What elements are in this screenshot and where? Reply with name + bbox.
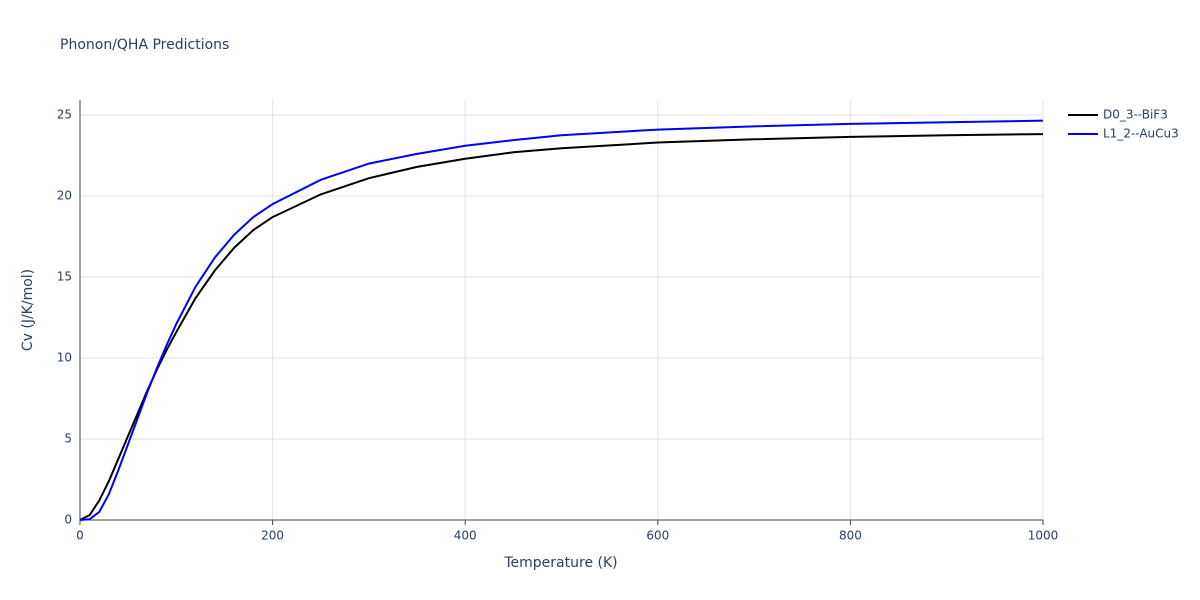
line-series bbox=[79, 133, 1044, 521]
chart-title: Phonon/QHA Predictions bbox=[60, 37, 229, 53]
legend-label: L1_2--AuCu3 bbox=[1103, 127, 1179, 141]
y-axis-label: Cv (J/K/mol) bbox=[20, 269, 36, 351]
line-series bbox=[79, 119, 1044, 521]
y-tick-label: 20 bbox=[57, 189, 72, 203]
y-tick-label: 5 bbox=[64, 432, 72, 446]
x-tick-label: 0 bbox=[76, 529, 84, 543]
y-tick-label: 15 bbox=[57, 270, 72, 284]
y-tick-label: 10 bbox=[57, 351, 72, 365]
x-tick-label: 600 bbox=[646, 529, 669, 543]
y-tick-label: 25 bbox=[57, 108, 72, 122]
x-axis-label: Temperature (K) bbox=[503, 555, 617, 571]
x-tick-label: 200 bbox=[261, 529, 284, 543]
y-tick-label: 0 bbox=[64, 513, 72, 527]
legend-label: D0_3--BiF3 bbox=[1103, 108, 1168, 122]
x-tick-label: 400 bbox=[454, 529, 477, 543]
x-tick-label: 800 bbox=[839, 529, 862, 543]
x-tick-label: 1000 bbox=[1028, 529, 1059, 543]
